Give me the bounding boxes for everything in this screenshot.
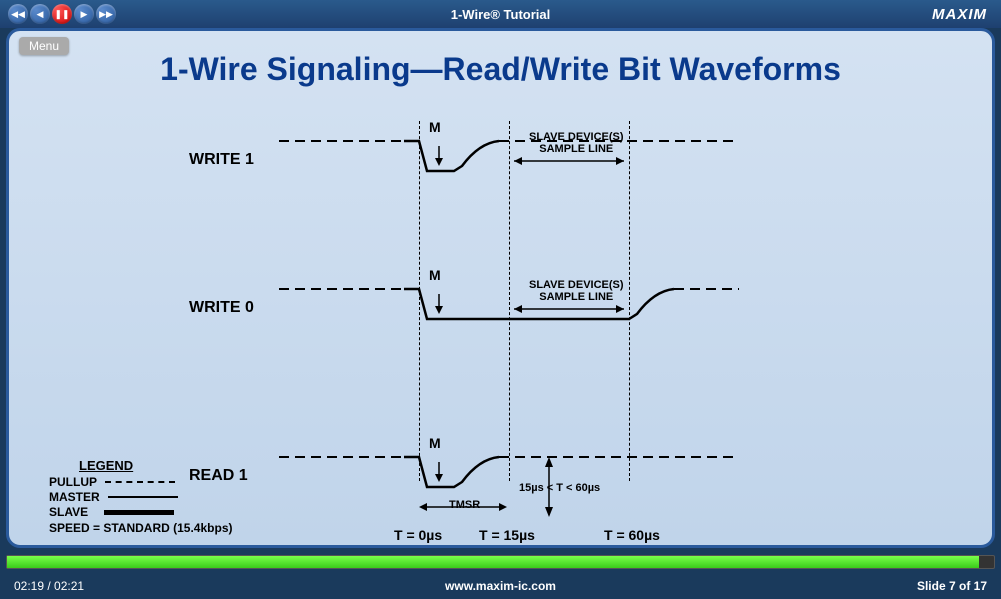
- write1-m: M: [429, 119, 441, 135]
- write1-label: WRITE 1: [189, 151, 254, 169]
- playback-controls: ◀◀ ◀ ❚❚ ▶ ▶▶: [0, 4, 116, 24]
- player-footer: 02:19 / 02:21 www.maxim-ic.com Slide 7 o…: [0, 573, 1001, 599]
- progress-fill: [7, 556, 979, 568]
- write1-row: WRITE 1 M SLAVE DEVICE(S) SAMPLE LINE: [49, 111, 952, 181]
- next-button[interactable]: ▶: [74, 4, 94, 24]
- prev-icon: ◀: [37, 9, 44, 20]
- rewind-icon: ◀◀: [11, 9, 25, 20]
- legend-pullup: PULLUP: [49, 475, 233, 489]
- legend-slave-label: SLAVE: [49, 505, 88, 519]
- pause-icon: ❚❚: [54, 9, 69, 20]
- prev-button[interactable]: ◀: [30, 4, 50, 24]
- read1-m: M: [429, 435, 441, 451]
- tmsr-label: TMSR: [449, 499, 480, 511]
- time-t60: T = 60µs: [604, 527, 660, 543]
- slide-frame: Menu 1-Wire Signaling—Read/Write Bit Wav…: [6, 28, 995, 548]
- legend-master-line: [108, 496, 178, 498]
- player-header: ◀◀ ◀ ❚❚ ▶ ▶▶ 1-Wire® Tutorial MAXIM: [0, 0, 1001, 28]
- next-icon: ▶: [81, 9, 88, 20]
- progress-bar[interactable]: [6, 555, 995, 569]
- legend-title: LEGEND: [49, 458, 233, 473]
- pause-button[interactable]: ❚❚: [52, 4, 72, 24]
- legend: LEGEND PULLUP MASTER SLAVE SPEED = STAND…: [49, 458, 233, 535]
- slide-counter: Slide 7 of 17: [917, 579, 987, 593]
- footer-url: www.maxim-ic.com: [445, 579, 556, 593]
- time-t0: T = 0µs: [394, 527, 442, 543]
- time-t15: T = 15µs: [479, 527, 535, 543]
- maxim-logo: MAXIM: [932, 6, 987, 23]
- legend-master-label: MASTER: [49, 490, 100, 504]
- legend-slave-line: [104, 510, 174, 515]
- legend-speed: SPEED = STANDARD (15.4kbps): [49, 521, 233, 535]
- legend-slave: SLAVE: [49, 505, 233, 519]
- legend-pullup-label: PULLUP: [49, 475, 97, 489]
- legend-pullup-line: [105, 481, 175, 483]
- write1-sample-label: SLAVE DEVICE(S) SAMPLE LINE: [529, 131, 624, 155]
- forward-icon: ▶▶: [99, 9, 113, 20]
- read1-waveform: [279, 427, 939, 517]
- waveform-diagram: WRITE 1 M SLAVE DEVICE(S) SAMPLE LINE WR…: [49, 111, 952, 535]
- timing-window-label: 15µs < T < 60µs: [519, 482, 600, 494]
- write0-sample-label: SLAVE DEVICE(S) SAMPLE LINE: [529, 279, 624, 303]
- forward-button[interactable]: ▶▶: [96, 4, 116, 24]
- write0-m: M: [429, 267, 441, 283]
- slide-title: 1-Wire Signaling—Read/Write Bit Waveform…: [9, 51, 992, 88]
- playback-time: 02:19 / 02:21: [14, 579, 84, 593]
- tutorial-title: 1-Wire® Tutorial: [451, 7, 551, 22]
- legend-master: MASTER: [49, 490, 233, 504]
- write0-label: WRITE 0: [189, 299, 254, 317]
- write0-row: WRITE 0 M SLAVE DEVICE(S) SAMPLE LINE: [49, 259, 952, 329]
- rewind-button[interactable]: ◀◀: [8, 4, 28, 24]
- menu-button[interactable]: Menu: [19, 37, 69, 55]
